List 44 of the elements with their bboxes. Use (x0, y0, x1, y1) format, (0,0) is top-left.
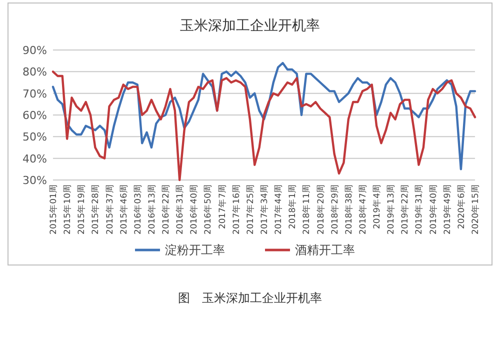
x-tick-label: 2017年44周 (273, 184, 284, 234)
x-tick-label: 2017年7周 (216, 184, 228, 230)
x-tick-label: 2017年16周 (230, 184, 242, 234)
x-tick-label: 2020年15周 (470, 184, 481, 234)
x-tick-label: 2016年03周 (132, 184, 144, 234)
x-tick-label: 2018年29周 (329, 184, 340, 234)
x-tick-label: 2016年22周 (160, 184, 172, 234)
y-tick-label: 40% (22, 152, 47, 166)
x-tick-label: 2016年40周 (188, 184, 200, 234)
x-tick-label: 2015年28周 (90, 184, 102, 234)
y-tick-label: 50% (22, 130, 47, 144)
x-tick-label: 2019年40周 (428, 184, 439, 234)
legend-label: 酒精开工率 (295, 243, 355, 257)
x-tick-label: 2015年01周 (48, 184, 59, 234)
line-series (52, 70, 476, 182)
text: 图 玉米深加工企业开机率 (178, 291, 322, 305)
x-tick-label: 2018年38周 (343, 184, 354, 234)
x-tick-label: 2017年25周 (244, 184, 256, 234)
y-tick-label: 70% (22, 87, 47, 100)
x-tick-label: 2019年49周 (442, 184, 453, 234)
line-series (52, 62, 476, 170)
x-tick-label: 2015年10周 (62, 184, 74, 234)
x-tick-label: 2015年37周 (104, 184, 116, 234)
legend-label: 淀粉开工率 (165, 243, 225, 257)
x-tick-label: 2020年6周 (456, 184, 467, 230)
x-tick-label: 2015年46周 (118, 184, 130, 234)
x-tick-label: 2019年13周 (386, 184, 397, 234)
x-tick-label: 2018年47周 (357, 184, 368, 234)
y-tick-label: 30% (22, 174, 47, 187)
x-tick-label: 2016年31周 (174, 184, 186, 234)
y-tick-label: 90% (22, 44, 47, 57)
x-tick-label: 2018年20周 (315, 184, 326, 234)
chart-title: 玉米深加工企业开机率 (180, 18, 320, 34)
y-tick-label: 80% (22, 66, 47, 79)
x-tick-label: 2019年31周 (414, 184, 425, 234)
y-tick-label: 60% (22, 109, 47, 122)
x-tick-label: 2019年4周 (372, 184, 383, 230)
x-tick-label: 2018年11周 (301, 184, 312, 234)
x-tick-label: 2016年50周 (202, 184, 214, 234)
x-tick-label: 2019年22周 (400, 184, 411, 234)
x-tick-label: 2016年13周 (146, 184, 158, 234)
x-tick-label: 2018年1周 (287, 184, 298, 230)
x-tick-label: 2017年34周 (259, 184, 270, 234)
x-tick-label: 2015年19周 (76, 184, 88, 234)
